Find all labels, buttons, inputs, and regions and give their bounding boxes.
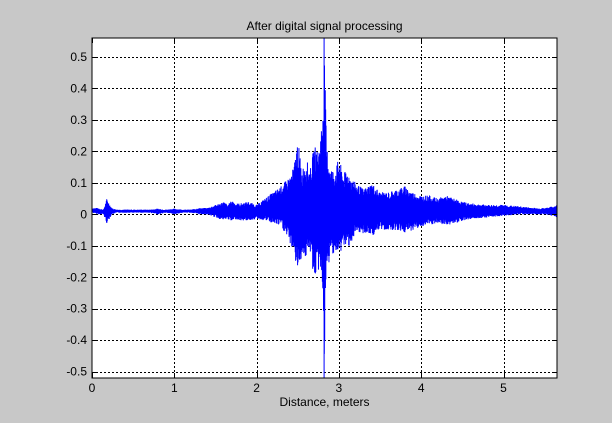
x-tick-label: 2	[253, 381, 260, 395]
tick-marks	[92, 38, 557, 378]
y-tick-label: 0.2	[70, 144, 87, 158]
y-tick-label: 0.4	[70, 81, 87, 95]
x-tick-label: 4	[418, 381, 425, 395]
x-tick-label: 5	[500, 381, 507, 395]
y-tick-label: 0.5	[70, 50, 87, 64]
y-tick-labels: 0.5 0.4 0.3 0.2 0.1 0 -0.1 -0.2 -0.3 -0.4 -0.5	[66, 50, 87, 379]
y-tick-label: -0.2	[66, 270, 87, 284]
x-axis-label: Distance, meters	[279, 395, 369, 409]
y-tick-label: 0.3	[70, 113, 87, 127]
y-tick-label: -0.4	[66, 333, 87, 347]
chart-title: After digital signal processing	[246, 19, 402, 33]
y-tick-label: -0.5	[66, 365, 87, 379]
signal-trace	[91, 38, 558, 378]
x-tick-label: 3	[336, 381, 343, 395]
y-tick-label: -0.1	[66, 239, 87, 253]
x-tick-label: 1	[171, 381, 178, 395]
x-tick-label: 0	[89, 381, 96, 395]
y-tick-label: -0.3	[66, 302, 87, 316]
x-tick-labels: 0 1 2 3 4 5	[89, 381, 508, 395]
y-tick-label: 0.1	[70, 176, 87, 190]
axes-frame	[91, 37, 558, 379]
y-tick-label: 0	[80, 207, 87, 221]
